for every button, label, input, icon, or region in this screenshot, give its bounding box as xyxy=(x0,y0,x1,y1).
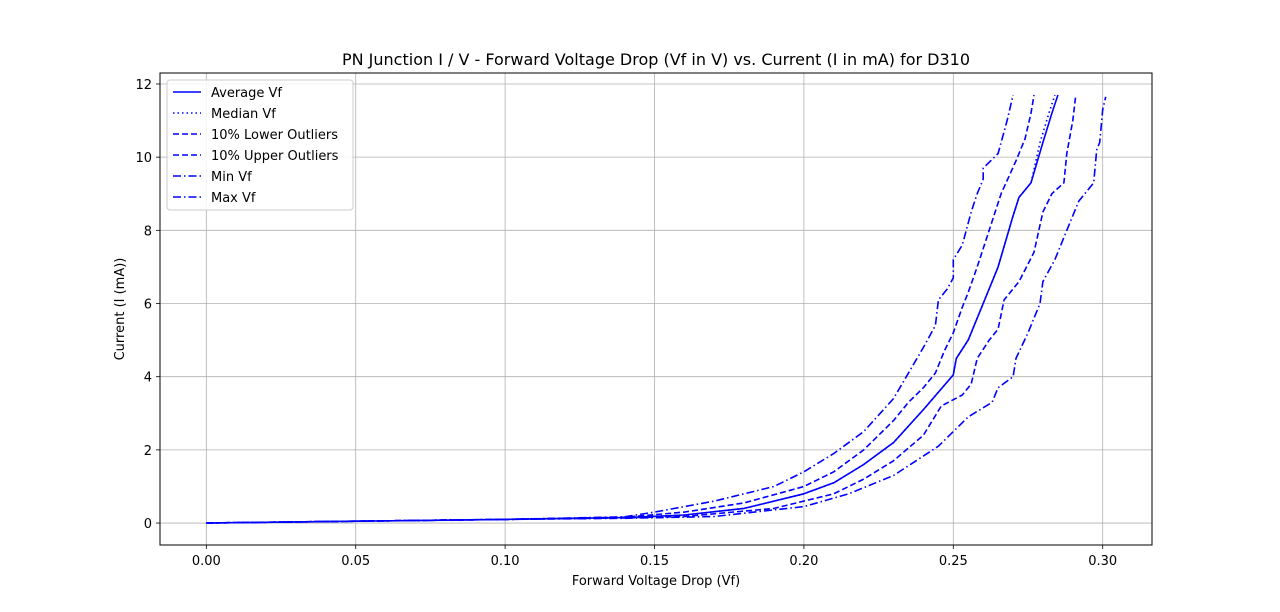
legend-label-10-upper-outliers: 10% Upper Outliers xyxy=(211,149,339,164)
x-tick-label: 0.00 xyxy=(192,554,221,569)
y-tick-label: 10 xyxy=(135,151,152,166)
legend: Average Vf Median Vf 10% Lower Outliers 10%… xyxy=(166,79,354,211)
x-tick-label: 0.10 xyxy=(491,554,520,569)
y-axis-label: Current (I (mA)) xyxy=(113,258,128,361)
series-line-min-vf xyxy=(206,96,1107,524)
x-tick-label: 0.30 xyxy=(1088,554,1117,569)
x-axis: 0.00 0.05 0.10 0.15 0.20 0.25 0.30 xyxy=(192,545,1117,569)
y-tick-label: 0 xyxy=(144,517,152,532)
series-line-10-lower-outliers xyxy=(206,94,1077,524)
x-tick-label: 0.20 xyxy=(789,554,818,569)
x-tick-label: 0.15 xyxy=(640,554,669,569)
series-line-10-upper-outliers xyxy=(206,94,1035,524)
series-layer xyxy=(206,94,1107,524)
x-tick-label: 0.05 xyxy=(341,554,370,569)
y-tick-label: 8 xyxy=(144,224,152,239)
legend-label-10-lower-outliers: 10% Lower Outliers xyxy=(211,128,338,143)
y-tick-label: 2 xyxy=(144,444,152,459)
chart-title: PN Junction I / V - Forward Voltage Drop… xyxy=(342,50,970,69)
series-line-average-vf xyxy=(206,94,1059,524)
x-axis-label: Forward Voltage Drop (Vf) xyxy=(572,574,740,589)
legend-label-median-vf: Median Vf xyxy=(211,107,276,122)
legend-label-max-vf: Max Vf xyxy=(211,191,256,206)
plot-frame xyxy=(159,72,1153,546)
x-tick-label: 0.25 xyxy=(939,554,968,569)
grid xyxy=(160,73,1152,545)
y-axis: 0 2 4 6 8 10 12 xyxy=(135,78,160,532)
legend-box xyxy=(166,79,354,211)
series-line-max-vf xyxy=(206,94,1014,524)
y-tick-label: 6 xyxy=(144,298,152,313)
y-tick-label: 12 xyxy=(135,78,152,93)
legend-label-average-vf: Average Vf xyxy=(211,86,282,101)
y-tick-label: 4 xyxy=(144,371,152,386)
legend-label-min-vf: Min Vf xyxy=(211,170,252,185)
